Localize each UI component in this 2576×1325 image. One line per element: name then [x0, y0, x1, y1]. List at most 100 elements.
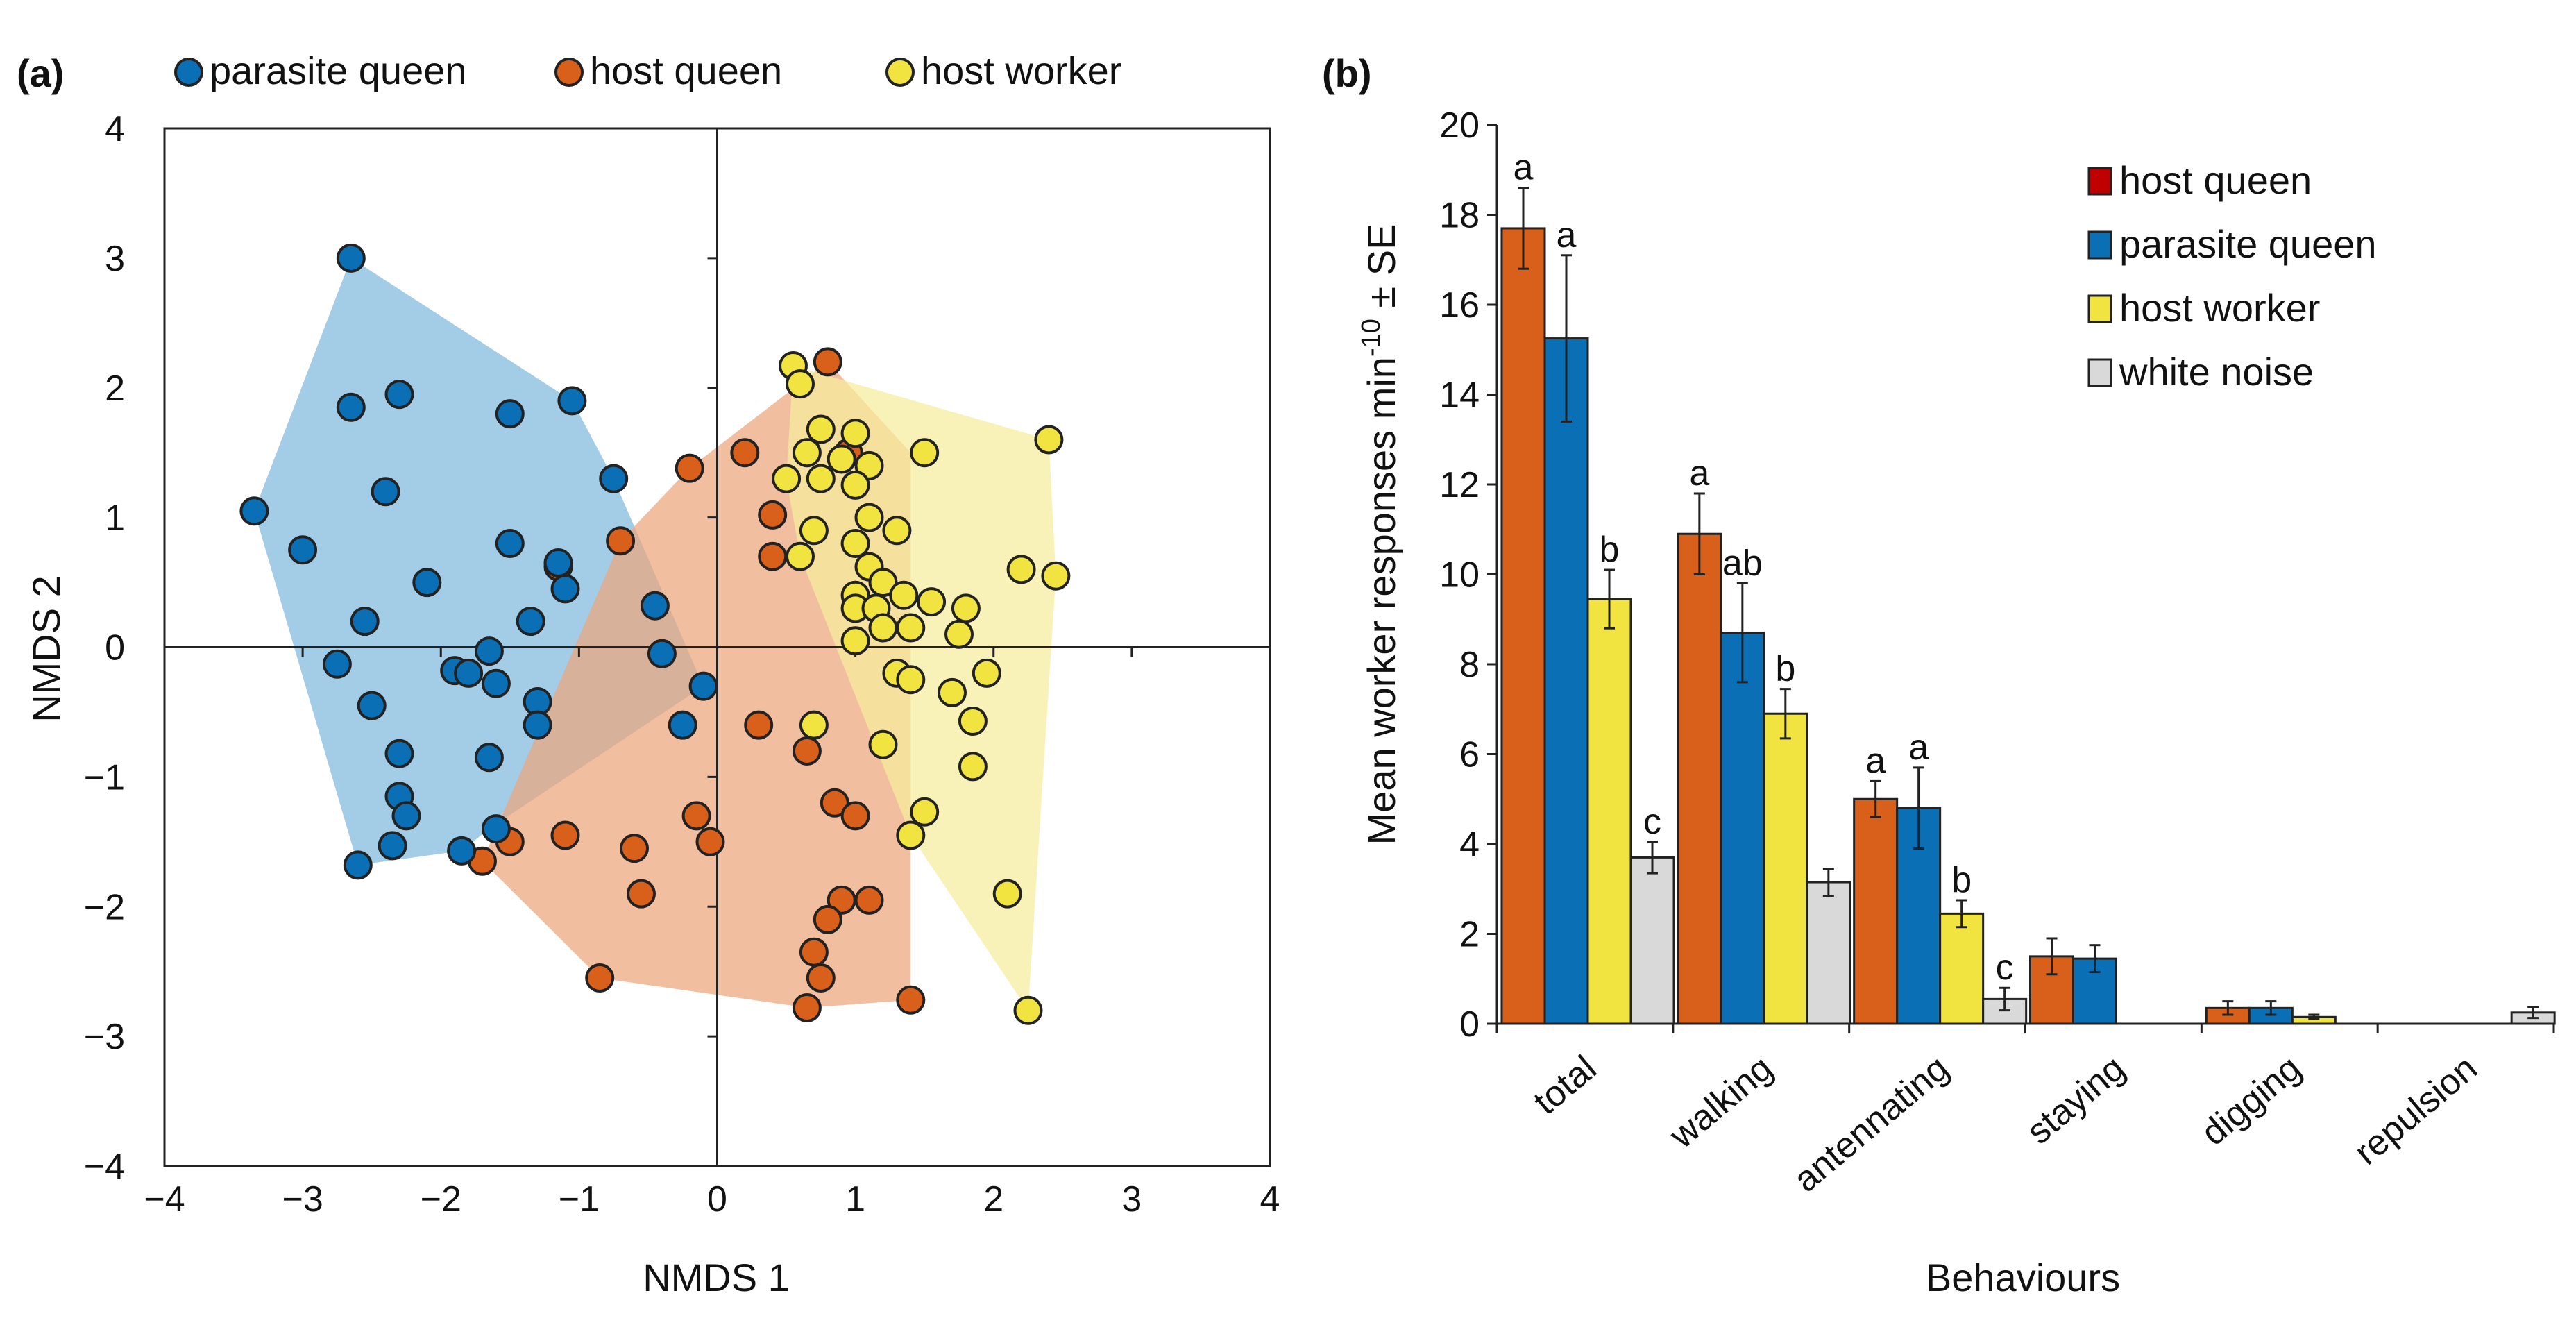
x-tick-label-4: 0: [707, 1179, 727, 1219]
y-tick-label-0: −4: [84, 1147, 125, 1187]
point-host-queen-20: [854, 885, 884, 915]
point-parasite-queen-15: [474, 636, 504, 666]
point-host-worker-39: [910, 797, 940, 827]
error-bar-host-worker-digging: [2308, 1013, 2320, 1021]
scatter-y-axis-title: NMDS 2: [24, 575, 68, 723]
category-label-digging: digging: [2194, 1048, 2309, 1154]
point-host-worker-8: [806, 464, 836, 493]
point-host-worker-41: [992, 879, 1022, 909]
point-host-queen-8: [744, 710, 774, 740]
point-host-worker-24: [951, 593, 981, 623]
error-bar-host-worker-total: [1604, 568, 1615, 630]
bar-y-tick-label-1: 2: [1459, 915, 1480, 955]
bar-y-axis-title-superscript: -10: [1357, 319, 1386, 357]
error-bar-host-queen-walking: [1693, 492, 1705, 575]
x-tick-label-6: 2: [983, 1179, 1003, 1219]
significance-letter-host-worker-antennating: b: [1951, 860, 1972, 900]
error-bar-white-noise-walking: [1822, 868, 1834, 897]
panel-b-label: (b): [1322, 51, 1372, 95]
point-parasite-queen-7: [239, 496, 269, 526]
point-host-worker-11: [840, 470, 870, 500]
point-parasite-queen-12: [550, 574, 580, 604]
bar-legend-label-0: host queen: [2119, 158, 2312, 202]
significance-letter-host-queen-antennating: a: [1865, 741, 1886, 781]
point-host-worker-32: [896, 665, 926, 695]
significance-letter-host-worker-total: b: [1600, 530, 1620, 570]
bar-host-queen-total: [1500, 227, 1546, 1025]
bar-legend-swatch-0: [2087, 167, 2112, 196]
point-host-worker-34: [938, 677, 967, 707]
error-bar-host-worker-walking: [1779, 688, 1791, 740]
bar-y-tick-label-10: 20: [1439, 106, 1480, 146]
point-host-worker-4: [792, 438, 822, 468]
legend-label-2: host worker: [921, 49, 1121, 92]
significance-letter-host-queen-walking: a: [1689, 453, 1709, 493]
error-bar-white-noise-antennating: [1999, 986, 2010, 1012]
significance-letter-host-worker-walking: b: [1775, 649, 1795, 689]
point-host-worker-23: [1041, 561, 1071, 591]
point-host-worker-33: [972, 658, 1001, 688]
point-host-queen-10: [820, 788, 849, 818]
significance-letter-white-noise-total: c: [1643, 802, 1661, 842]
error-bar-parasite-queen-walking: [1736, 582, 1748, 684]
point-parasite-queen-5: [557, 386, 587, 416]
category-label-walking: walking: [1662, 1048, 1781, 1157]
y-tick-label-2: −2: [84, 887, 125, 927]
panel-a-label: (a): [17, 51, 64, 95]
point-host-queen-24: [585, 963, 615, 993]
point-host-worker-21: [917, 587, 947, 617]
bar-host-queen-antennating: [1853, 797, 1899, 1025]
point-host-worker-36: [799, 710, 829, 740]
point-host-worker-1: [786, 369, 815, 399]
x-tick-label-3: −1: [559, 1179, 600, 1219]
bar-legend-label-3: white noise: [2119, 350, 2314, 394]
bar-y-tick-label-7: 14: [1439, 375, 1480, 416]
point-host-worker-30: [840, 626, 870, 656]
error-bar-parasite-queen-staying: [2089, 944, 2101, 974]
point-parasite-queen-10: [543, 548, 573, 577]
scatter-points: [239, 243, 1071, 1025]
point-host-worker-14: [882, 516, 912, 546]
error-bar-white-noise-repulsion: [2527, 1006, 2539, 1020]
x-tick-label-0: −4: [144, 1179, 185, 1219]
point-parasite-queen-14: [350, 607, 380, 636]
y-tick-label-8: 4: [105, 109, 125, 149]
point-host-worker-29: [944, 619, 974, 649]
error-bar-host-queen-staying: [2046, 937, 2058, 976]
bar-y-tick-label-4: 8: [1459, 645, 1480, 685]
point-host-queen-26: [896, 985, 926, 1015]
y-tick-label-6: 2: [105, 369, 125, 409]
point-host-queen-22: [799, 937, 829, 967]
bar-parasite-queen-total: [1543, 337, 1589, 1025]
point-host-worker-9: [910, 438, 940, 468]
point-host-worker-35: [958, 707, 988, 736]
point-host-worker-3: [840, 419, 870, 448]
point-parasite-queen-33: [668, 710, 697, 740]
error-bar-white-noise-total: [1647, 841, 1658, 875]
point-host-queen-9: [792, 736, 822, 766]
point-host-queen-16: [620, 834, 649, 863]
bar-y-tick-label-5: 10: [1439, 555, 1480, 596]
point-parasite-queen-9: [495, 529, 525, 558]
point-host-worker-5: [827, 444, 856, 474]
point-parasite-queen-23: [384, 739, 414, 768]
point-parasite-queen-11: [412, 568, 442, 598]
point-host-queen-2: [675, 453, 704, 483]
y-tick-label-5: 1: [105, 498, 125, 539]
point-parasite-queen-16: [322, 649, 352, 679]
point-host-worker-27: [868, 613, 898, 643]
point-parasite-queen-2: [384, 380, 414, 410]
legend-marker-2: [886, 58, 915, 87]
legend-label-1: host queen: [590, 49, 782, 92]
point-parasite-queen-3: [371, 477, 400, 507]
y-tick-label-1: −3: [84, 1017, 125, 1057]
bar-host-queen-walking: [1677, 532, 1722, 1025]
point-parasite-queen-28: [378, 831, 407, 861]
point-host-queen-18: [627, 879, 656, 909]
point-host-worker-40: [896, 820, 926, 850]
scatter-x-axis-title: NMDS 1: [643, 1256, 790, 1299]
point-host-worker-10: [1034, 425, 1064, 455]
error-bar-host-worker-antennating: [1956, 899, 1967, 929]
point-host-queen-21: [813, 904, 842, 934]
legend-marker-1: [554, 58, 584, 87]
